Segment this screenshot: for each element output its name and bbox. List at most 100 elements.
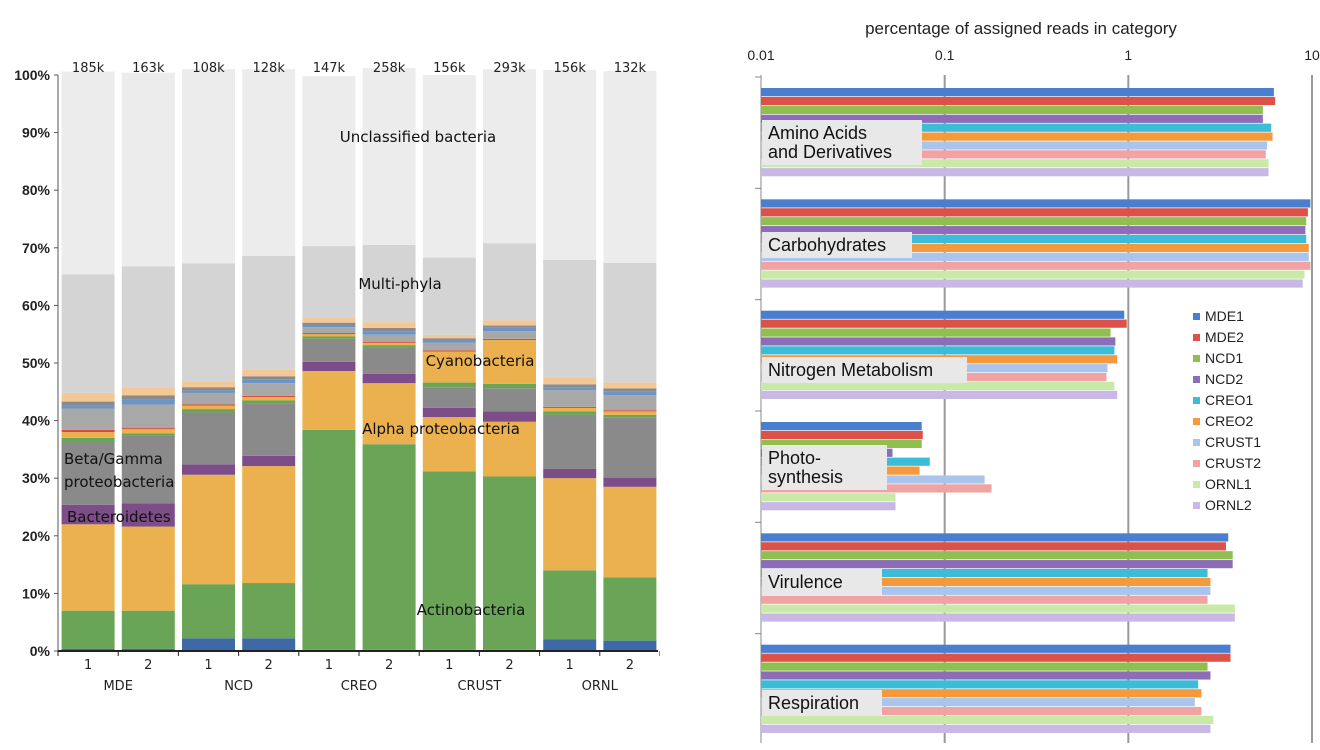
annotation-label: proteobacteria	[64, 473, 174, 491]
bar-segment	[362, 383, 416, 445]
bar-segment	[603, 70, 657, 263]
bar	[761, 141, 1268, 150]
bar-segment	[242, 455, 296, 467]
y-tick-label: 80%	[22, 182, 51, 198]
bar-segment	[603, 486, 657, 578]
bar-segment	[242, 400, 296, 404]
bar-segment	[182, 69, 235, 264]
bar	[761, 430, 923, 440]
y-tick-label: 70%	[22, 240, 51, 256]
bar-segment	[362, 341, 416, 343]
bar	[761, 252, 1309, 261]
bar-segment	[543, 387, 597, 391]
read-count-label: 258k	[373, 61, 406, 76]
legend-swatch	[1193, 376, 1200, 383]
bar-segment	[121, 503, 175, 527]
bar-segment	[182, 404, 235, 406]
bar-segment	[603, 410, 657, 412]
category-label: and Derivatives	[768, 142, 892, 162]
bar	[761, 381, 1115, 391]
group-label: CREO	[341, 679, 378, 694]
legend-label: MDE2	[1205, 329, 1244, 345]
read-count-label: 156k	[554, 61, 587, 76]
y-tick-label: 10%	[22, 585, 51, 601]
bar	[761, 439, 922, 448]
bar-segment	[543, 414, 597, 469]
legend-swatch	[1193, 313, 1200, 320]
bar-segment	[242, 383, 296, 396]
bar-segment	[61, 274, 115, 393]
bar	[761, 217, 1307, 226]
bar	[761, 261, 1311, 270]
bar-segment	[61, 392, 115, 402]
x-tick-label: 1	[1124, 47, 1132, 63]
bar	[761, 706, 1202, 716]
bar	[761, 96, 1276, 106]
bar-segment	[182, 638, 235, 651]
bar	[761, 422, 922, 431]
bar-segment	[61, 401, 115, 406]
horizontal-bar-chart: percentage of assigned reads in category…	[747, 19, 1320, 743]
bar-segment	[483, 69, 536, 244]
bar-segment	[543, 384, 597, 388]
bar-segment	[543, 406, 597, 408]
category-label-box	[762, 690, 882, 716]
y-tick-label: 100%	[14, 67, 50, 83]
bar-segment	[483, 411, 536, 422]
bar	[761, 114, 1263, 123]
bar-segment	[483, 388, 536, 412]
bar-segment	[242, 369, 296, 377]
bar-segment	[603, 395, 657, 411]
bar-segment	[121, 435, 175, 504]
x-tick-label: 1	[325, 658, 333, 673]
y-tick-label: 30%	[22, 470, 51, 486]
legend-swatch	[1193, 334, 1200, 341]
bar-segment	[543, 69, 597, 260]
bar	[761, 715, 1214, 725]
legend-swatch	[1193, 460, 1200, 467]
bar-segment	[61, 432, 115, 438]
bar-segment	[603, 577, 657, 641]
legend-label: ORNL2	[1205, 497, 1252, 513]
legend-label: NCD2	[1205, 371, 1243, 387]
bar	[761, 88, 1274, 97]
category-label-box	[762, 120, 922, 165]
bar-segment	[61, 442, 115, 505]
bar-segment	[543, 407, 597, 412]
bar-segment	[603, 640, 657, 651]
bar-segment	[61, 504, 115, 525]
bar-segment	[362, 373, 416, 384]
bar-segment	[302, 361, 356, 372]
category-label-box	[762, 569, 882, 595]
bar-segment	[543, 468, 597, 479]
bar-segment	[242, 379, 296, 384]
bar-segment	[603, 477, 657, 487]
bar	[761, 328, 1111, 337]
annotation-label: Bacteroidetes	[67, 508, 171, 526]
bar-segment	[483, 320, 536, 326]
bar-segment	[362, 68, 416, 245]
legend-label: ORNL1	[1205, 476, 1252, 492]
category-label: Nitrogen Metabolism	[768, 360, 933, 380]
bar-segment	[302, 76, 356, 247]
bar-segment	[302, 338, 356, 362]
legend-label: MDE1	[1205, 308, 1244, 324]
bar	[761, 724, 1211, 733]
bar	[761, 542, 1226, 551]
bar-segment	[603, 414, 657, 418]
category-label: Respiration	[768, 693, 859, 713]
y-tick-label: 90%	[22, 125, 51, 141]
bar-segment	[61, 71, 115, 275]
bar-segment	[422, 382, 476, 388]
bar-segment	[603, 388, 657, 392]
legend-swatch	[1193, 502, 1200, 509]
bar-segment	[242, 638, 296, 651]
bar-segment	[182, 412, 235, 465]
x-tick-label: 2	[626, 658, 634, 673]
legend-label: CRUST1	[1205, 434, 1261, 450]
bar-segment	[242, 376, 296, 380]
bar	[761, 533, 1229, 542]
bar-segment	[121, 399, 175, 405]
bar-segment	[61, 437, 115, 443]
